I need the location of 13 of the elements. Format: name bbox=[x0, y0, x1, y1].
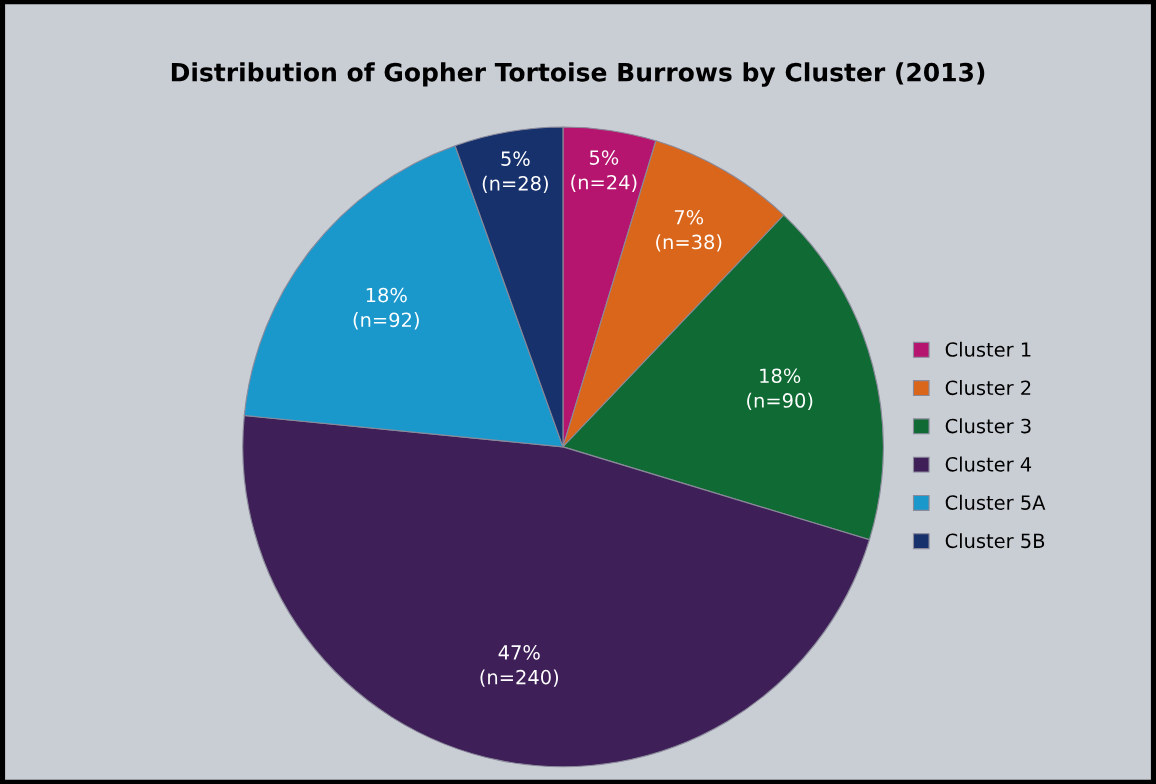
data-label: 18% (n=92) bbox=[353, 287, 419, 330]
legend-label: Cluster 5B bbox=[945, 533, 1045, 549]
data-label: 18% (n=90) bbox=[747, 368, 813, 411]
legend-label: Cluster 2 bbox=[945, 380, 1031, 396]
legend-label: Cluster 4 bbox=[945, 456, 1032, 472]
legend-label: Cluster 5A bbox=[945, 494, 1046, 510]
data-label: 5% (n=24) bbox=[571, 150, 637, 192]
data-label: 7% (n=38) bbox=[656, 209, 722, 252]
chart-title: Distribution of Gopher Tortoise Burrows by Cluster (2013) bbox=[171, 62, 985, 87]
legend-label: Cluster 3 bbox=[945, 418, 1031, 434]
data-label: 47% (n=240) bbox=[480, 645, 559, 687]
data-label: 5% (n=28) bbox=[482, 151, 548, 193]
legend-label: Cluster 1 bbox=[945, 341, 1031, 357]
